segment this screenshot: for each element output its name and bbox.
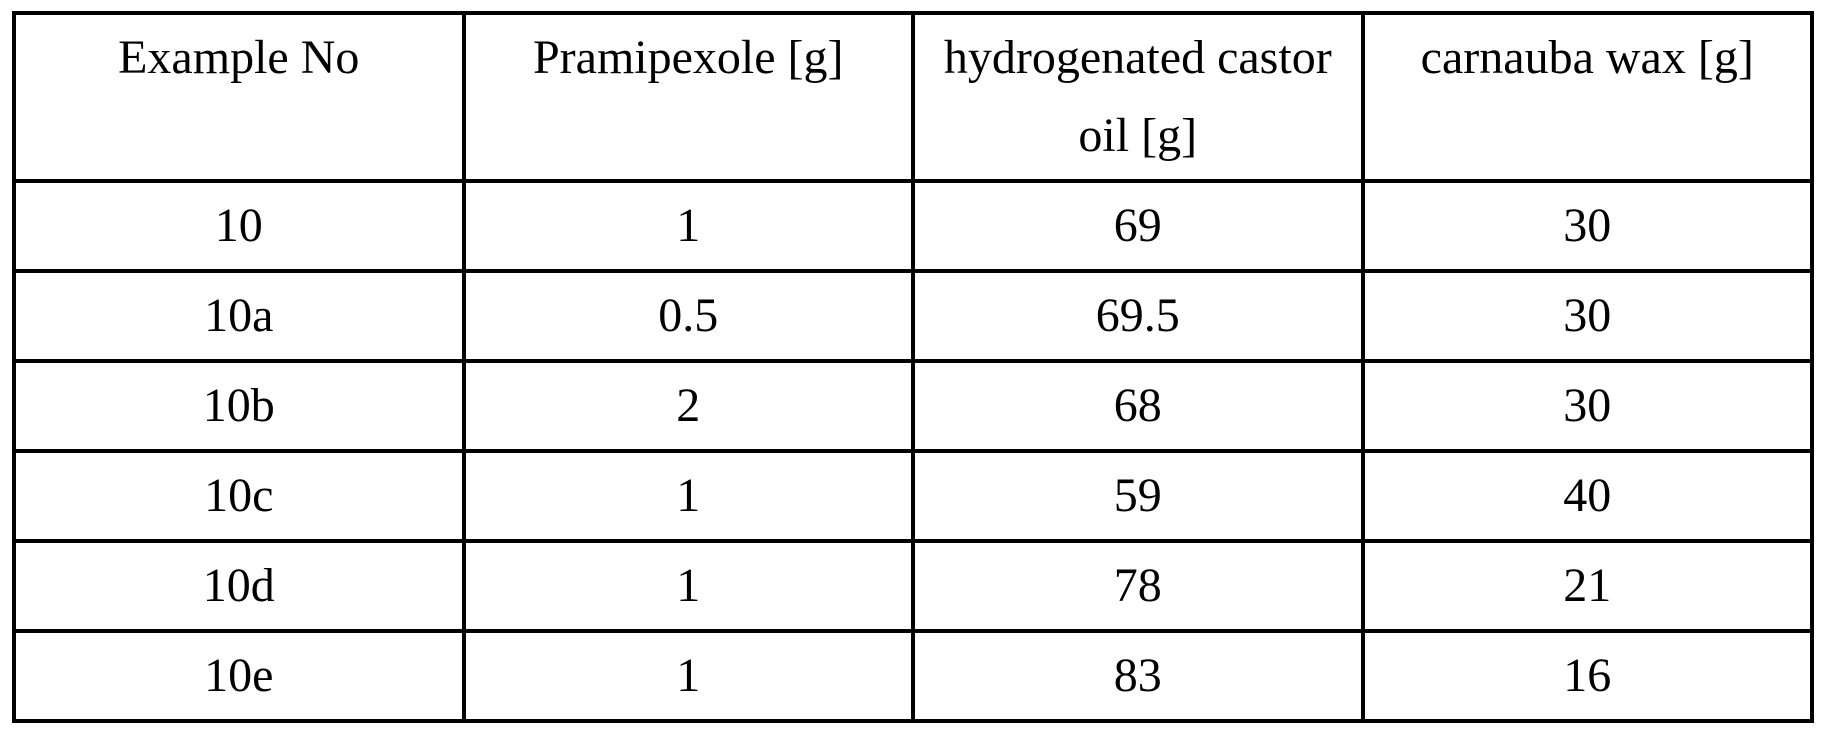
table-row: 10 1 69 30 bbox=[12, 179, 1814, 273]
table-cell-castor-oil: 78 bbox=[911, 539, 1365, 633]
table-row: 10b 2 68 30 bbox=[12, 359, 1814, 453]
table-cell-carnauba-wax: 21 bbox=[1360, 539, 1814, 633]
table-cell-pramipexole: 1 bbox=[461, 449, 915, 543]
table-cell-carnauba-wax: 30 bbox=[1360, 179, 1814, 273]
table-cell-castor-oil: 69 bbox=[911, 179, 1365, 273]
table-cell-castor-oil: 68 bbox=[911, 359, 1365, 453]
column-header-example-no: Example No bbox=[12, 11, 466, 183]
table-cell-castor-oil: 83 bbox=[911, 629, 1365, 723]
column-header-carnauba-wax: carnauba wax [g] bbox=[1360, 11, 1814, 183]
table-row: 10c 1 59 40 bbox=[12, 449, 1814, 543]
table-cell-example-no: 10 bbox=[12, 179, 466, 273]
table-cell-carnauba-wax: 16 bbox=[1360, 629, 1814, 723]
table-cell-example-no: 10a bbox=[12, 269, 466, 363]
column-header-hydrogenated-castor-oil: hydrogenated castor oil [g] bbox=[911, 11, 1365, 183]
table-cell-example-no: 10c bbox=[12, 449, 466, 543]
table-cell-example-no: 10b bbox=[12, 359, 466, 453]
table-row: 10a 0.5 69.5 30 bbox=[12, 269, 1814, 363]
table-cell-pramipexole: 1 bbox=[461, 539, 915, 633]
table-cell-pramipexole: 1 bbox=[461, 179, 915, 273]
table-cell-carnauba-wax: 30 bbox=[1360, 359, 1814, 453]
table-row: 10d 1 78 21 bbox=[12, 539, 1814, 633]
table-cell-pramipexole: 1 bbox=[461, 629, 915, 723]
table-cell-carnauba-wax: 30 bbox=[1360, 269, 1814, 363]
table-cell-castor-oil: 69.5 bbox=[911, 269, 1365, 363]
formulation-table: Example No Pramipexole [g] hydrogenated … bbox=[12, 11, 1814, 723]
table-cell-example-no: 10d bbox=[12, 539, 466, 633]
table-cell-castor-oil: 59 bbox=[911, 449, 1365, 543]
table-cell-example-no: 10e bbox=[12, 629, 466, 723]
table-cell-pramipexole: 0.5 bbox=[461, 269, 915, 363]
table-cell-pramipexole: 2 bbox=[461, 359, 915, 453]
table-header-row: Example No Pramipexole [g] hydrogenated … bbox=[12, 11, 1814, 183]
table-cell-carnauba-wax: 40 bbox=[1360, 449, 1814, 543]
column-header-pramipexole: Pramipexole [g] bbox=[461, 11, 915, 183]
table-row: 10e 1 83 16 bbox=[12, 629, 1814, 723]
